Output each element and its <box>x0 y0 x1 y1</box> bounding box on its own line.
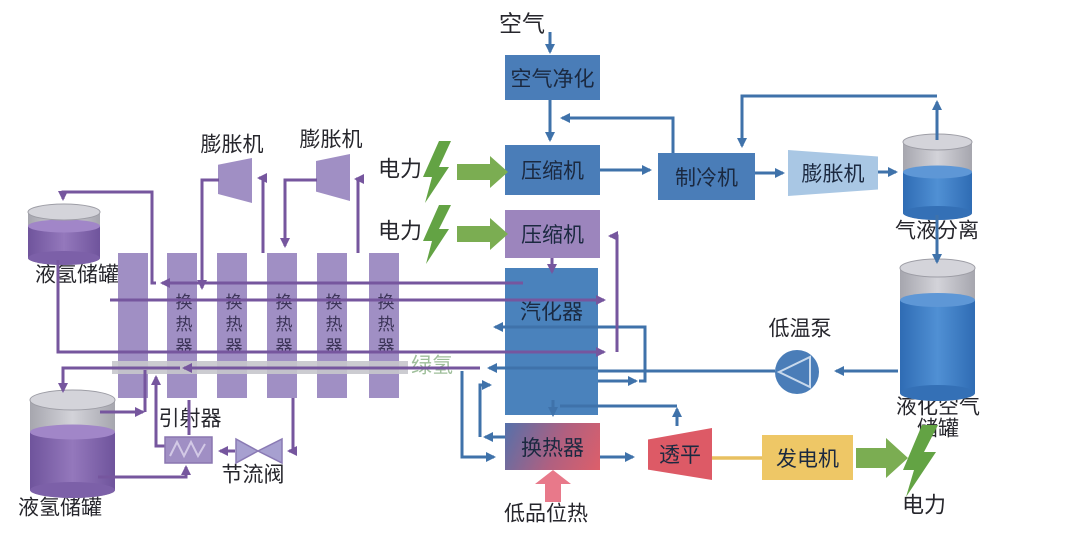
liquid-air-tank-label-2: 储罐 <box>917 416 959 441</box>
h2-expander-trapezoid-2 <box>316 154 350 201</box>
h2-tank-top-label: 液氢储罐 <box>35 262 119 287</box>
low-grade-heat-label: 低品位热 <box>504 501 588 526</box>
h2-expander-label-1: 膨胀机 <box>200 132 264 157</box>
throttle-valve-symbol <box>235 437 283 465</box>
ejector-symbol <box>164 436 213 464</box>
h2-expander-label-2: 膨胀机 <box>299 127 363 152</box>
hx-column-1: 换热器 <box>167 253 197 398</box>
chiller-box: 制冷机 <box>658 153 755 200</box>
hx-column-2: 换热器 <box>217 253 247 398</box>
red-heat-exchanger-box: 换热器 <box>505 423 600 470</box>
hx-column-3-label: 换热器 <box>272 292 292 359</box>
h2-compressor-box: 压缩机 <box>505 210 600 258</box>
hx-column-4-label: 换热器 <box>322 292 342 359</box>
h2-expander-trapezoid-1 <box>218 158 252 203</box>
hx-column-blank <box>118 253 148 398</box>
power-in-arrow-2 <box>457 218 508 250</box>
hx-column-3: 换热器 <box>267 253 297 398</box>
power-in-arrow-1 <box>457 156 508 188</box>
power-in-bolt-1 <box>423 141 451 203</box>
power-out-arrow <box>856 438 908 478</box>
liquid-air-storage-tank <box>899 258 976 401</box>
hx-column-4: 换热器 <box>317 253 347 398</box>
green-hydrogen-label: 绿氢 <box>411 353 453 378</box>
power-in-label-1: 电力 <box>377 156 423 182</box>
air-compressor-box: 压缩机 <box>505 145 600 195</box>
power-out-label: 电力 <box>901 492 947 518</box>
h2-storage-tank-bottom <box>29 389 116 498</box>
low-grade-heat-arrow <box>535 470 571 502</box>
h2-tank-bottom-label: 液氢储罐 <box>18 495 102 520</box>
cryo-pump-symbol <box>775 350 819 394</box>
power-in-bolt-2 <box>423 205 451 264</box>
air-expander-trapezoid: 膨胀机 <box>788 150 878 196</box>
power-in-label-2: 电力 <box>377 218 423 244</box>
turbine-trapezoid: 透平 <box>648 428 712 480</box>
hx-gray-band <box>112 361 408 374</box>
ejector-label: 引射器 <box>158 406 222 431</box>
generator-box: 发电机 <box>762 435 853 480</box>
hx-column-5-label: 换热器 <box>374 292 394 359</box>
air-purifier-box: 空气净化 <box>505 55 600 100</box>
hx-column-5: 换热器 <box>369 253 399 398</box>
h2-storage-tank-top <box>27 203 101 265</box>
hx-column-2-label: 换热器 <box>222 292 242 359</box>
liquid-air-tank-label-1: 液化空气 <box>896 394 980 419</box>
gas-liquid-separator-tank <box>902 133 973 220</box>
gas-liquid-separator-label: 气液分离 <box>895 218 979 243</box>
vaporizer-box: 汽化器 <box>505 268 598 415</box>
throttle-valve-label: 节流阀 <box>221 462 285 487</box>
air-inlet-label: 空气 <box>499 11 545 37</box>
hx-column-1-label: 换热器 <box>172 292 192 359</box>
cryo-pump-label: 低温泵 <box>768 316 832 341</box>
